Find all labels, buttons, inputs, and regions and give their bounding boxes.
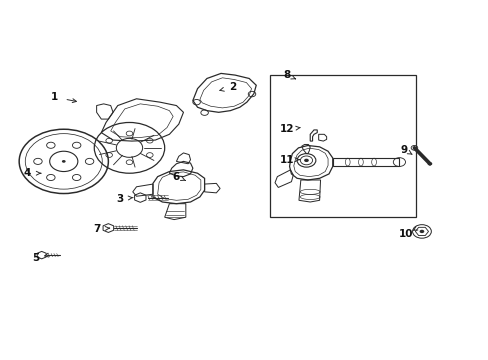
Text: 6: 6 [172, 172, 180, 181]
Circle shape [427, 162, 431, 166]
Text: 9: 9 [400, 145, 407, 154]
Circle shape [304, 159, 308, 162]
Text: 1: 1 [51, 92, 58, 102]
Circle shape [419, 230, 424, 233]
Text: 11: 11 [279, 155, 293, 165]
Text: 2: 2 [229, 82, 236, 92]
Circle shape [62, 160, 65, 163]
Text: 8: 8 [283, 70, 290, 80]
Bar [270, 75, 415, 217]
Text: 5: 5 [32, 253, 39, 263]
Text: 12: 12 [279, 124, 293, 134]
Text: 4: 4 [24, 168, 31, 178]
Text: 7: 7 [93, 224, 100, 234]
Text: 3: 3 [116, 194, 123, 204]
Text: 10: 10 [398, 229, 413, 239]
